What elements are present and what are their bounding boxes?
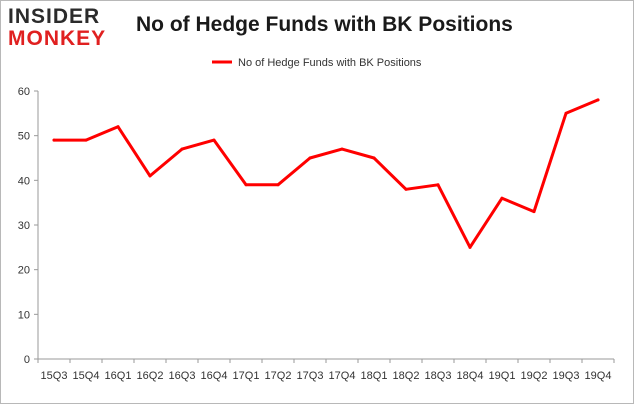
x-tick-label: 18Q3 [425, 370, 452, 382]
y-tick-label: 0 [24, 354, 30, 366]
data-point [148, 174, 152, 178]
series-line [52, 98, 600, 249]
x-tick-label: 17Q1 [233, 370, 260, 382]
x-tick-label: 16Q3 [169, 370, 196, 382]
legend-label: No of Hedge Funds with BK Positions [238, 57, 422, 69]
data-point [244, 183, 248, 187]
data-point [84, 138, 88, 142]
y-tick-label: 10 [18, 309, 30, 321]
y-tick-label: 60 [18, 86, 30, 98]
x-tick-label: 15Q4 [73, 370, 100, 382]
data-point [116, 125, 120, 129]
data-point [436, 183, 440, 187]
x-tick-label: 18Q2 [393, 370, 420, 382]
data-point [212, 138, 216, 142]
data-point [500, 196, 504, 200]
x-tick-label: 19Q4 [585, 370, 612, 382]
data-point [564, 111, 568, 115]
x-tick-label: 16Q4 [201, 370, 228, 382]
x-tick-label: 19Q2 [521, 370, 548, 382]
point-group [52, 98, 600, 249]
x-tick-label: 17Q2 [265, 370, 292, 382]
data-point [404, 187, 408, 191]
x-tick-label: 18Q1 [361, 370, 388, 382]
x-tick-label: 16Q2 [137, 370, 164, 382]
x-tick-label: 18Q4 [457, 370, 484, 382]
data-point [596, 98, 600, 102]
data-point [52, 138, 56, 142]
y-tick-label: 20 [18, 265, 30, 277]
x-tick-label: 17Q4 [329, 370, 356, 382]
x-tick-label: 15Q3 [41, 370, 68, 382]
data-point [180, 147, 184, 151]
x-tick-label: 16Q1 [105, 370, 132, 382]
x-tick-group: 15Q3 15Q4 16Q1 16Q2 16Q3 16Q4 17Q1 17Q2 17Q3 17Q4… [37, 359, 615, 382]
data-point [372, 156, 376, 160]
y-tick-label: 30 [18, 220, 30, 232]
y-tick-group: 0 10 20 30 40 50 60 [18, 86, 38, 366]
x-tick-label: 17Q3 [297, 370, 324, 382]
x-tick-label: 19Q1 [489, 370, 516, 382]
data-point [340, 147, 344, 151]
x-tick-label: 19Q3 [553, 370, 580, 382]
data-point [468, 245, 472, 249]
data-point [276, 183, 280, 187]
y-tick-label: 40 [18, 175, 30, 187]
y-tick-label: 50 [18, 131, 30, 143]
data-point [532, 210, 536, 214]
data-point [308, 156, 312, 160]
